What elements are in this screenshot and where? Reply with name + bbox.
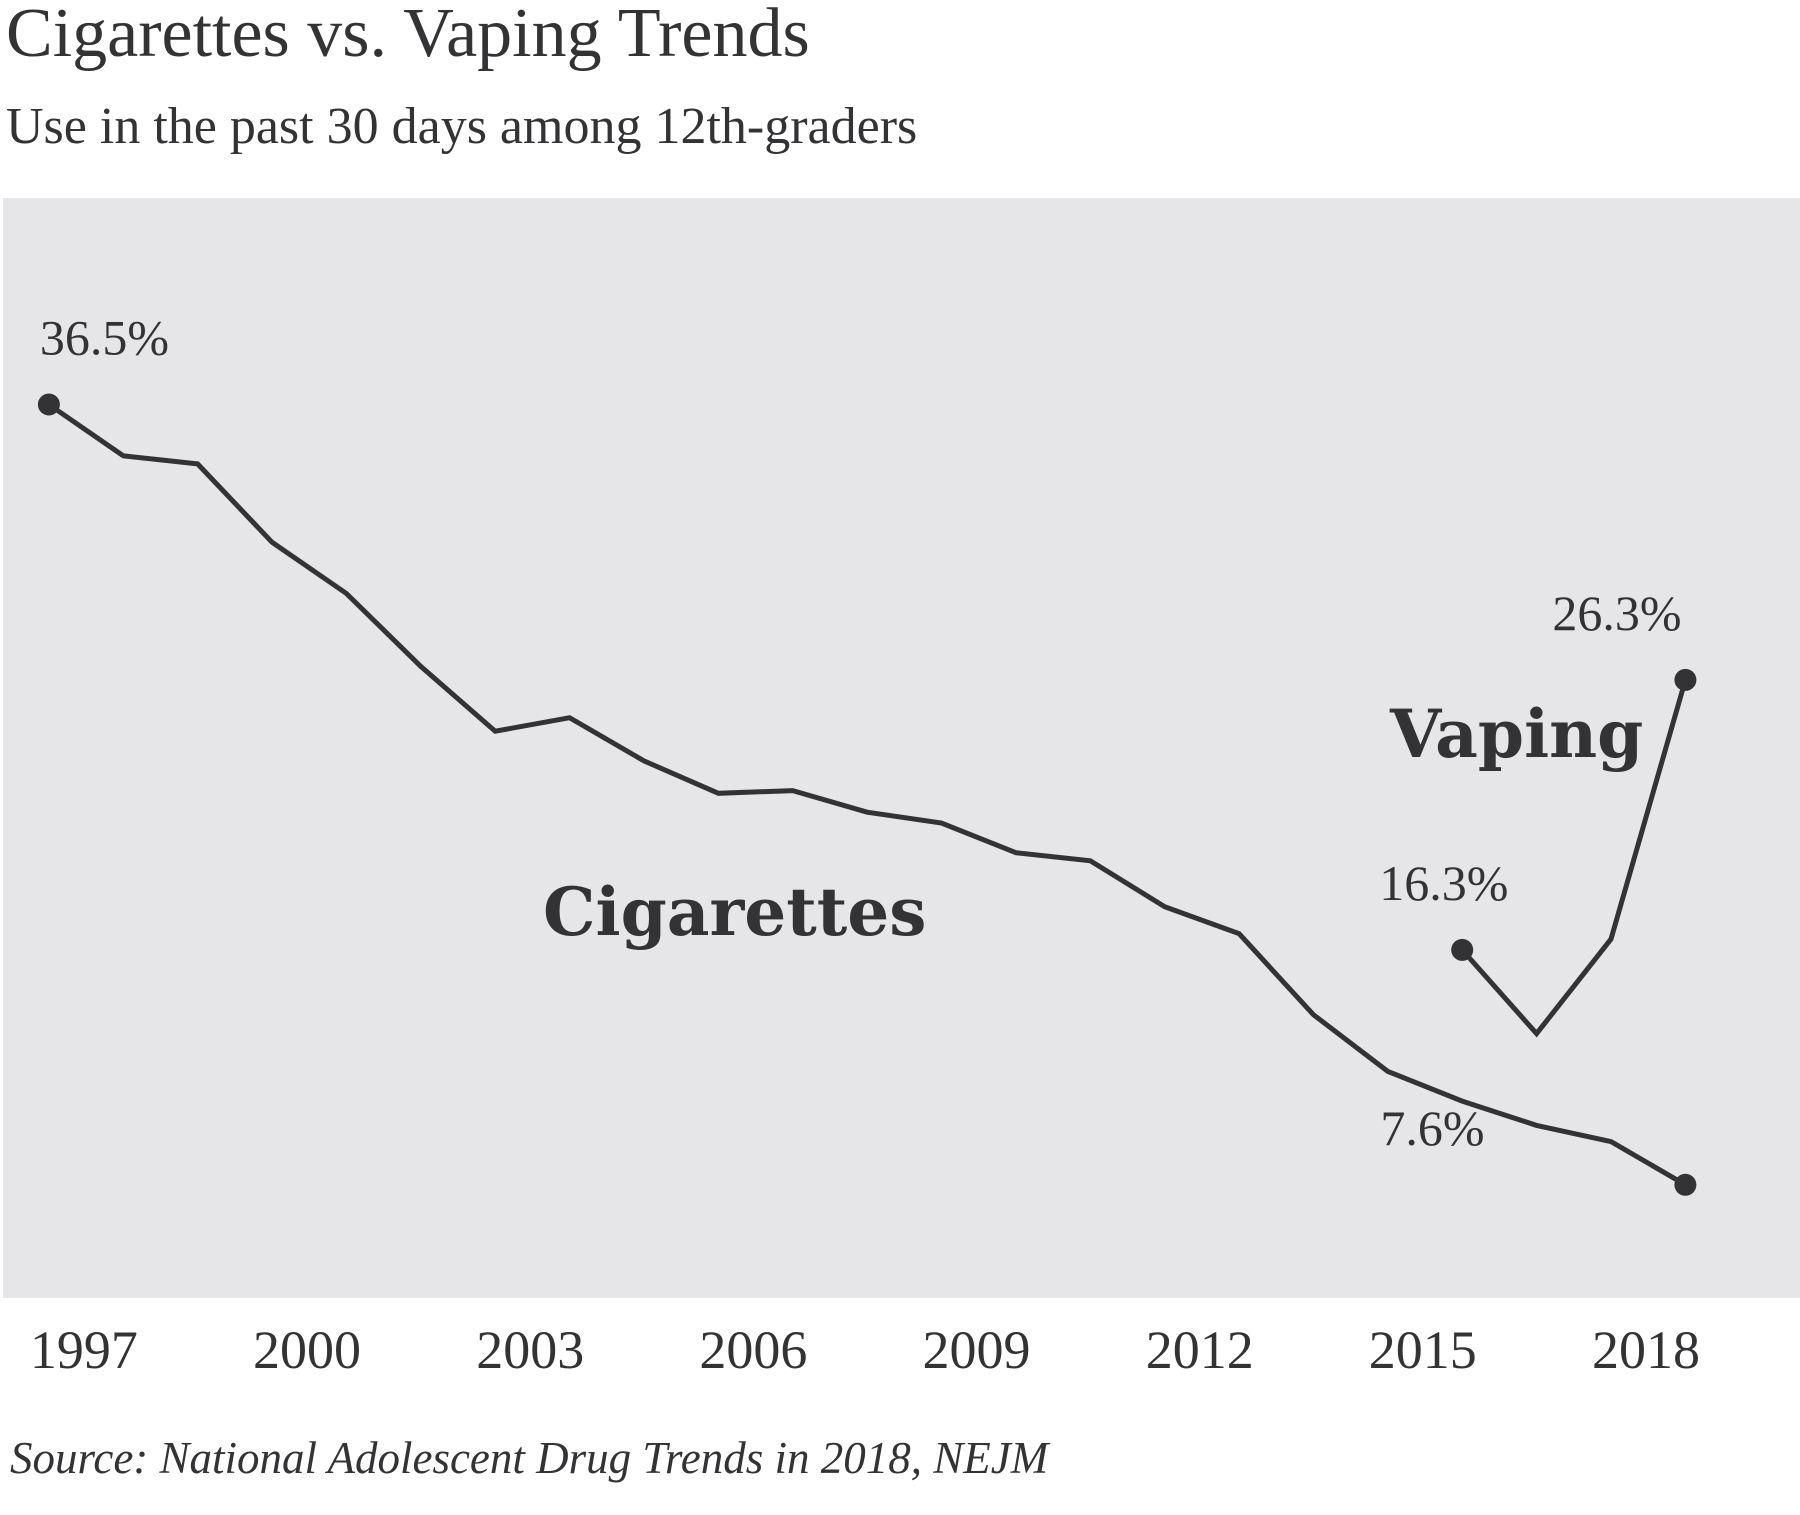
data-point-cigarettes-start: [37, 393, 60, 416]
series-label-vaping: Vaping: [1389, 695, 1643, 773]
x-tick-label: 2000: [253, 1320, 361, 1380]
x-tick-label: 2003: [476, 1320, 584, 1380]
data-point-cigarettes-end: [1674, 1173, 1697, 1196]
series-endpoints: [37, 393, 1697, 1196]
data-point-vaping-start: [1451, 938, 1474, 961]
x-axis-ticks: 1997 2000 2003 2006 2009 2012 2015 2018: [30, 1320, 1700, 1380]
series-line-cigarettes: [47, 402, 1687, 1187]
x-tick-label: 1997: [30, 1320, 138, 1380]
x-tick-label: 2018: [1592, 1320, 1700, 1380]
series-label-cigarettes: Cigarettes: [543, 873, 926, 951]
data-point-vaping-end: [1674, 668, 1697, 691]
data-label: 36.5%: [40, 310, 169, 366]
data-labels: 36.5% 7.6% 16.3% 26.3%: [40, 310, 1682, 1156]
data-label: 7.6%: [1380, 1100, 1484, 1156]
source-note: Source: National Adolescent Drug Trends …: [10, 1433, 1049, 1483]
series-names: Cigarettes Vaping: [543, 695, 1643, 951]
chart-subtitle: Use in the past 30 days among 12th-grade…: [6, 98, 918, 155]
x-tick-label: 2006: [699, 1320, 807, 1380]
series-lines: [47, 402, 1688, 1187]
chart-title: Cigarettes vs. Vaping Trends: [6, 0, 810, 72]
data-label: 26.3%: [1552, 585, 1681, 641]
data-label: 16.3%: [1379, 855, 1508, 911]
x-tick-label: 2012: [1146, 1320, 1254, 1380]
x-tick-label: 2009: [923, 1320, 1031, 1380]
x-tick-label: 2015: [1369, 1320, 1477, 1380]
series-line-vaping: [1460, 679, 1688, 1038]
